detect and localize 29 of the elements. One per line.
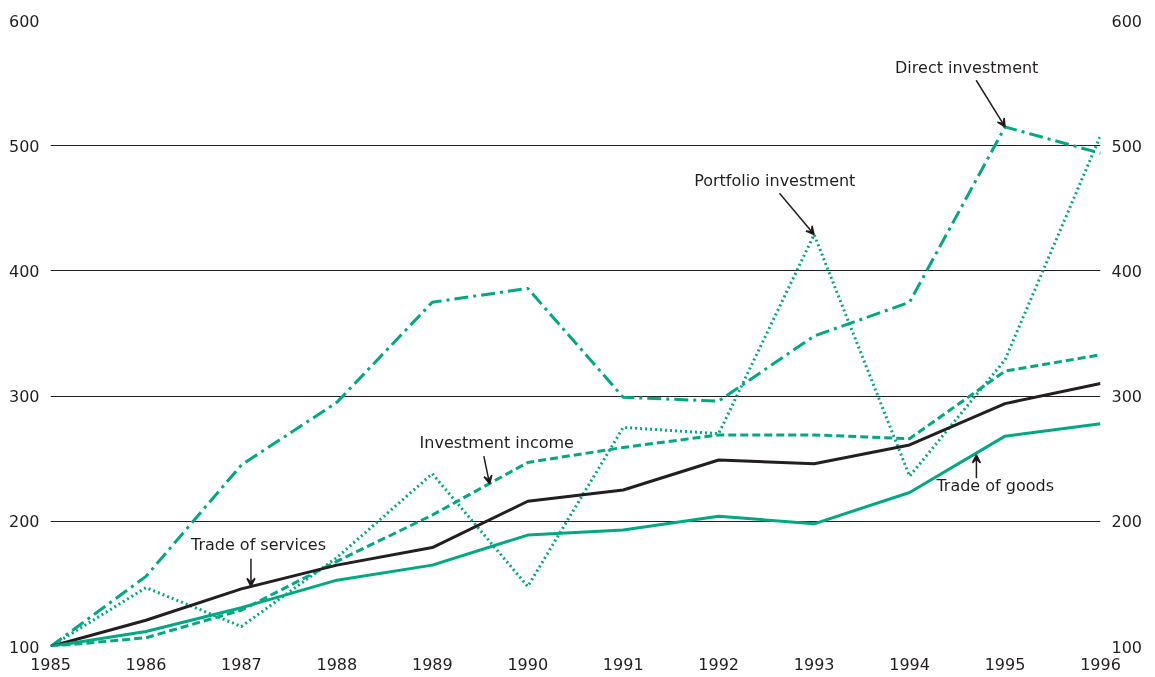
annotation: Trade of goods xyxy=(935,475,1055,495)
x-tick-label: 1993 xyxy=(793,654,835,674)
x-tick-label: 1995 xyxy=(984,654,1026,674)
x-tick-label: 1990 xyxy=(507,654,549,674)
x-tick-label: 1989 xyxy=(411,654,453,674)
y2-tick-label: 600 xyxy=(1111,11,1143,31)
y2-tick-label: 100 xyxy=(1111,637,1143,657)
y-tick-label: 200 xyxy=(8,512,40,532)
annotation: Trade of services xyxy=(189,535,326,555)
x-tick-label: 1988 xyxy=(316,654,358,674)
x-tick-label: 1986 xyxy=(125,654,167,674)
x-tick-label: 1992 xyxy=(698,654,740,674)
x-tick-label: 1994 xyxy=(889,654,930,674)
y2-tick-label: 400 xyxy=(1111,261,1143,281)
y-tick-label: 400 xyxy=(8,261,40,281)
y2-tick-label: 200 xyxy=(1111,512,1143,532)
y2-tick-label: 300 xyxy=(1111,387,1143,407)
y-tick-label: 100 xyxy=(8,637,40,657)
y-tick-label: 300 xyxy=(8,387,40,407)
annotation: Investment income xyxy=(419,432,574,452)
y2-tick-label: 500 xyxy=(1111,136,1143,156)
x-tick-label: 1987 xyxy=(221,654,262,674)
x-tick-label: 1996 xyxy=(1080,654,1121,674)
annotation: Portfolio investment xyxy=(694,170,856,190)
x-tick-label: 1991 xyxy=(602,654,644,674)
annotation: Direct investment xyxy=(895,57,1039,77)
y-tick-label: 500 xyxy=(8,136,40,156)
x-tick-label: 1985 xyxy=(30,654,71,674)
y-tick-label: 600 xyxy=(8,11,40,31)
